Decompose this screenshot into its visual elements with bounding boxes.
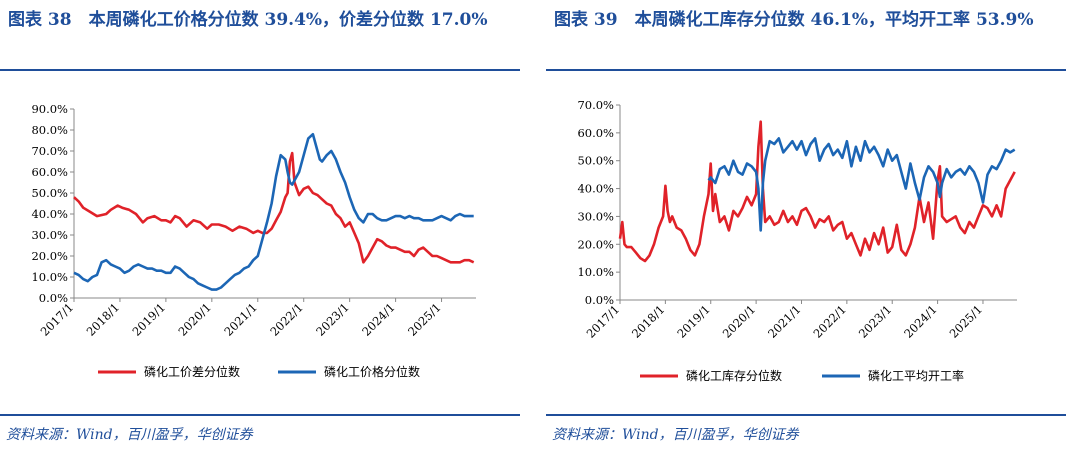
y-tick-label: 50.0% xyxy=(577,154,614,168)
series-line xyxy=(707,137,1016,232)
y-tick-label: 80.0% xyxy=(31,123,68,137)
y-tick-label: 60.0% xyxy=(31,165,68,179)
x-tick-label: 2019/1 xyxy=(129,300,168,339)
x-tick-label: 2020/1 xyxy=(175,300,214,339)
legend-label: 磷化工平均开工率 xyxy=(868,368,964,383)
x-tick-label: 2025/1 xyxy=(947,302,986,341)
x-tick-label: 2023/1 xyxy=(313,300,352,339)
source-rule xyxy=(0,414,520,416)
y-tick-label: 60.0% xyxy=(577,126,614,140)
x-tick-label: 2025/1 xyxy=(405,300,444,339)
source-note: 资料来源：Wind，百川盈孚，华创证券 xyxy=(552,427,799,443)
source-rule xyxy=(546,414,1066,416)
legend-label: 磷化工库存分位数 xyxy=(686,368,782,383)
x-tick-label: 2017/1 xyxy=(584,302,623,341)
y-tick-label: 50.0% xyxy=(31,186,68,200)
y-tick-label: 70.0% xyxy=(577,98,614,112)
inventory-utilization-chart: 0.0% 10.0% 20.0% 30.0% 40.0% 50.0% 60.0% 70.0% 2… xyxy=(577,98,1017,383)
x-tick-label: 2021/1 xyxy=(221,300,260,339)
series-line xyxy=(73,151,475,264)
y-tick-label: 30.0% xyxy=(31,228,68,242)
series-line xyxy=(73,132,474,291)
y-tick-label: 70.0% xyxy=(31,144,68,158)
y-tick-label: 90.0% xyxy=(31,102,68,116)
legend-label: 磷化工价格分位数 xyxy=(324,364,420,379)
legend-label: 磷化工价差分位数 xyxy=(144,364,240,379)
x-tick-label: 2019/1 xyxy=(674,302,713,341)
y-tick-label: 20.0% xyxy=(577,237,614,251)
x-tick-label: 2024/1 xyxy=(901,302,940,341)
x-tick-label: 2023/1 xyxy=(856,302,895,341)
y-tick-label: 40.0% xyxy=(577,182,614,196)
source-note: 资料来源：Wind，百川盈孚，华创证券 xyxy=(6,427,253,443)
y-tick-label: 40.0% xyxy=(31,207,68,221)
x-tick-label: 2017/1 xyxy=(38,300,77,339)
x-tick-label: 2020/1 xyxy=(720,302,759,341)
series-line xyxy=(618,120,1016,263)
x-tick-label: 2022/1 xyxy=(267,300,306,339)
right-panel: 图表 39 本周磷化工库存分位数 46.1%，平均开工率 53.9% 0.0% 1… xyxy=(546,0,1066,449)
title-rule xyxy=(546,69,1066,71)
left-panel: 图表 38 本周磷化工价格分位数 39.4%，价差分位数 17.0% 0.0% 1… xyxy=(0,0,520,449)
title-rule xyxy=(0,69,520,71)
y-tick-label: 20.0% xyxy=(31,249,68,263)
y-tick-label: 10.0% xyxy=(31,270,68,284)
chart-title: 图表 39 本周磷化工库存分位数 46.1%，平均开工率 53.9% xyxy=(554,10,1034,30)
x-tick-label: 2022/1 xyxy=(810,302,849,341)
y-tick-label: 0.0% xyxy=(585,293,614,307)
x-tick-label: 2024/1 xyxy=(359,300,398,339)
y-tick-label: 10.0% xyxy=(577,265,614,279)
chart-title: 图表 38 本周磷化工价格分位数 39.4%，价差分位数 17.0% xyxy=(8,10,488,30)
x-tick-label: 2018/1 xyxy=(84,300,123,339)
y-tick-label: 30.0% xyxy=(577,209,614,223)
x-tick-label: 2018/1 xyxy=(629,302,668,341)
y-tick-label: 0.0% xyxy=(39,291,68,305)
x-tick-label: 2021/1 xyxy=(765,302,804,341)
price-percentile-chart: 0.0% 10.0% 20.0% 30.0% 40.0% 50.0% 60.0% 70.0% 8… xyxy=(31,102,476,379)
